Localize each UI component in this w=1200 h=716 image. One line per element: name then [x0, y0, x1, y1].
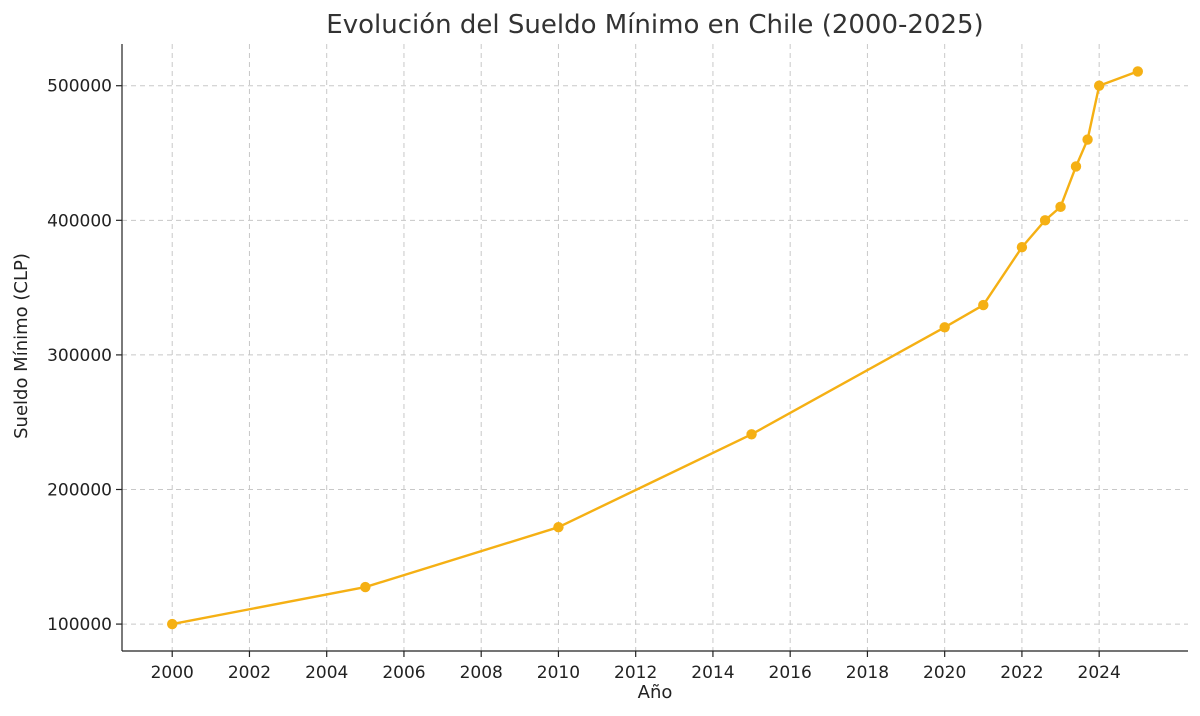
- x-tick-label: 2016: [769, 663, 812, 683]
- x-tick-label: 2022: [1000, 663, 1043, 683]
- data-point: [1132, 66, 1143, 77]
- grid: [122, 44, 1188, 651]
- data-point: [1055, 201, 1066, 213]
- chart-title: Evolución del Sueldo Mínimo en Chile (20…: [326, 10, 983, 40]
- data-point: [939, 322, 950, 333]
- axes: 2000 2002 2004 2006 2008 2010 2012 2014 2016 2018…: [47, 44, 1188, 683]
- data-point: [360, 581, 371, 593]
- data-point: [1093, 80, 1105, 91]
- y-axis-label: Sueldo Mínimo (CLP): [11, 253, 32, 439]
- series-line-layer: [171, 70, 1139, 626]
- data-point: [1039, 215, 1051, 226]
- x-tick-label: 2020: [923, 663, 966, 683]
- x-tick-label: 2014: [691, 663, 734, 683]
- x-tick-label: 2024: [1078, 663, 1121, 683]
- y-tick-label: 200000: [47, 480, 112, 500]
- data-point: [746, 429, 757, 440]
- y-tick-label: 400000: [47, 211, 112, 231]
- y-tick-label: 300000: [47, 346, 112, 366]
- y-tick-label: 100000: [47, 615, 112, 635]
- data-points: [167, 66, 1143, 630]
- x-tick-label: 2006: [382, 663, 425, 683]
- data-point: [553, 521, 564, 533]
- x-tick-label: 2002: [228, 663, 271, 683]
- series-line: [171, 70, 1139, 626]
- data-point: [1082, 134, 1093, 145]
- data-point: [1016, 242, 1028, 253]
- x-tick-label: 2000: [151, 663, 194, 683]
- data-point: [1070, 161, 1082, 172]
- x-tick-label: 2004: [305, 663, 348, 683]
- data-point: [978, 299, 989, 311]
- x-tick-label: 2010: [537, 663, 580, 683]
- y-tick-label: 500000: [47, 77, 112, 97]
- x-tick-label: 2012: [614, 663, 657, 683]
- x-tick-label: 2018: [846, 663, 889, 683]
- x-tick-label: 2008: [460, 663, 503, 683]
- data-point: [167, 618, 178, 630]
- x-axis-label: Año: [638, 682, 673, 703]
